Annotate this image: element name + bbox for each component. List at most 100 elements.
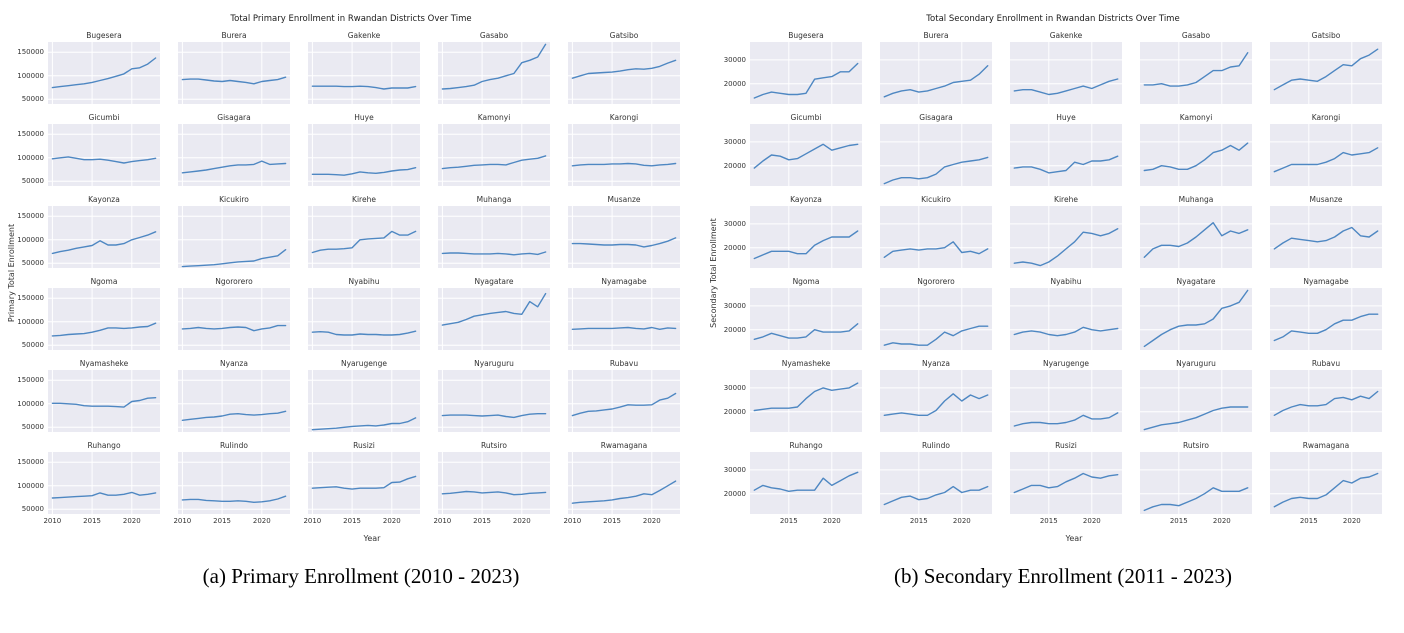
- x-tick-label: 2020: [252, 517, 271, 525]
- facet-burera: Burera: [178, 31, 290, 104]
- x-tick-label: 2015: [779, 517, 798, 525]
- facet-title: Nyabihu: [1050, 277, 1082, 286]
- x-tick-label: 2015: [1039, 517, 1058, 525]
- plot-background: [1010, 206, 1122, 268]
- facet-title: Nyagatare: [1176, 277, 1216, 286]
- plot-background: [568, 42, 680, 104]
- y-tick-label: 20000: [723, 407, 746, 416]
- facet-title: Kirehe: [352, 195, 376, 204]
- y-tick-label: 20000: [723, 325, 746, 334]
- x-tick-label: 2015: [1299, 517, 1318, 525]
- facet-plot-area: [178, 452, 290, 514]
- facet-rwamagana: Rwamagana 2015 2020: [1270, 441, 1382, 525]
- plot-background: [880, 452, 992, 514]
- facet-plot-area: [750, 452, 862, 514]
- plot-background: [750, 370, 862, 432]
- enrollment-line: [753, 143, 859, 169]
- facet-karongi: Karongi: [1270, 113, 1382, 186]
- enrollment-line: [571, 480, 677, 504]
- facet-nyaruguru: Nyaruguru: [438, 359, 550, 432]
- x-tick-label: 2020: [822, 517, 841, 525]
- facet-plot-area: [1140, 42, 1252, 104]
- facet-title: Kayonza: [88, 195, 120, 204]
- facet-ruhango: Ruhango 50000 100000 150000 2010 2015 2020: [17, 441, 160, 525]
- plot-background: [880, 124, 992, 186]
- enrollment-line: [181, 249, 287, 268]
- facet-nyabihu: Nyabihu: [308, 277, 420, 350]
- enrollment-line: [1273, 48, 1379, 91]
- secondary-figure-body: Secondary Total Enrollment Bugesera 20000…: [702, 31, 1404, 525]
- plot-background: [880, 206, 992, 268]
- facet-plot-area: [750, 206, 862, 268]
- plot-background: [880, 370, 992, 432]
- facet-title: Gicumbi: [88, 113, 120, 122]
- facet-title: Nyamasheke: [79, 359, 129, 368]
- facet-plot-area: [568, 452, 680, 514]
- y-tick-label: 100000: [17, 481, 44, 490]
- plot-background: [1270, 288, 1382, 350]
- enrollment-line: [883, 156, 989, 185]
- facet-plot-area: [750, 370, 862, 432]
- facet-plot-area: [568, 370, 680, 432]
- enrollment-line: [1273, 472, 1379, 508]
- facet-title: Muhanga: [1178, 195, 1214, 204]
- facet-title: Rutsiro: [480, 441, 508, 450]
- facet-nyarugenge: Nyarugenge: [308, 359, 420, 432]
- facet-plot-area: [178, 124, 290, 186]
- enrollment-line: [51, 491, 157, 499]
- facet-nyarugenge: Nyarugenge: [1010, 359, 1122, 432]
- enrollment-line: [441, 413, 547, 419]
- facet-nyanza: Nyanza: [178, 359, 290, 432]
- facet-plot-area: [178, 206, 290, 268]
- enrollment-line: [1273, 147, 1379, 173]
- facet-plot-area: [1140, 124, 1252, 186]
- facet-plot-area: [308, 42, 420, 104]
- x-tick-label: 2020: [1082, 517, 1101, 525]
- facet-title: Gisagara: [217, 113, 251, 122]
- facet-nyagatare: Nyagatare: [438, 277, 550, 350]
- y-tick-label: 150000: [17, 212, 44, 221]
- facet-plot-area: [178, 288, 290, 350]
- facet-plot-area: [1140, 288, 1252, 350]
- facet-title: Kicukiro: [921, 195, 951, 204]
- plot-background: [1010, 288, 1122, 350]
- facet-plot-area: [1270, 370, 1382, 432]
- x-tick-label: 2015: [343, 517, 361, 525]
- facet-plot-area: [1140, 206, 1252, 268]
- facet-title: Nyarugenge: [341, 359, 387, 368]
- facet-plot-area: [178, 370, 290, 432]
- enrollment-line: [1143, 289, 1249, 348]
- facet-kicukiro: Kicukiro: [880, 195, 992, 268]
- y-tick-label: 30000: [723, 383, 746, 392]
- x-tick-label: 2010: [43, 517, 62, 525]
- y-tick-label: 20000: [723, 243, 746, 252]
- plot-background: [568, 452, 680, 514]
- facet-title: Gatsibo: [609, 31, 639, 40]
- facet-title: Kirehe: [1054, 195, 1078, 204]
- facet-plot-area: [308, 288, 420, 350]
- plot-background: [880, 42, 992, 104]
- facet-plot-area: [1140, 452, 1252, 514]
- plot-background: [1270, 452, 1382, 514]
- facet-plot-area: [1270, 206, 1382, 268]
- facet-kamonyi: Kamonyi: [1140, 113, 1252, 186]
- facet-plot-area: [48, 42, 160, 104]
- facet-title: Nyaruguru: [1176, 359, 1216, 368]
- facet-title: Ruhango: [789, 441, 823, 450]
- plot-background: [1270, 206, 1382, 268]
- facet-title: Gasabo: [1181, 31, 1211, 40]
- facet-title: Karongi: [1311, 113, 1341, 122]
- plot-background: [568, 288, 680, 350]
- facet-plot-area: [438, 42, 550, 104]
- plot-background: [1140, 452, 1252, 514]
- enrollment-line: [753, 382, 859, 412]
- x-tick-label: 2020: [642, 517, 661, 525]
- plot-background: [178, 452, 290, 514]
- enrollment-line: [883, 65, 989, 98]
- x-tick-label: 2010: [563, 517, 582, 525]
- plot-background: [568, 370, 680, 432]
- y-tick-label: 30000: [723, 301, 746, 310]
- facet-ngoma: Ngoma 50000 100000 150000: [17, 277, 160, 350]
- enrollment-line: [311, 475, 417, 490]
- y-tick-label: 100000: [17, 153, 44, 162]
